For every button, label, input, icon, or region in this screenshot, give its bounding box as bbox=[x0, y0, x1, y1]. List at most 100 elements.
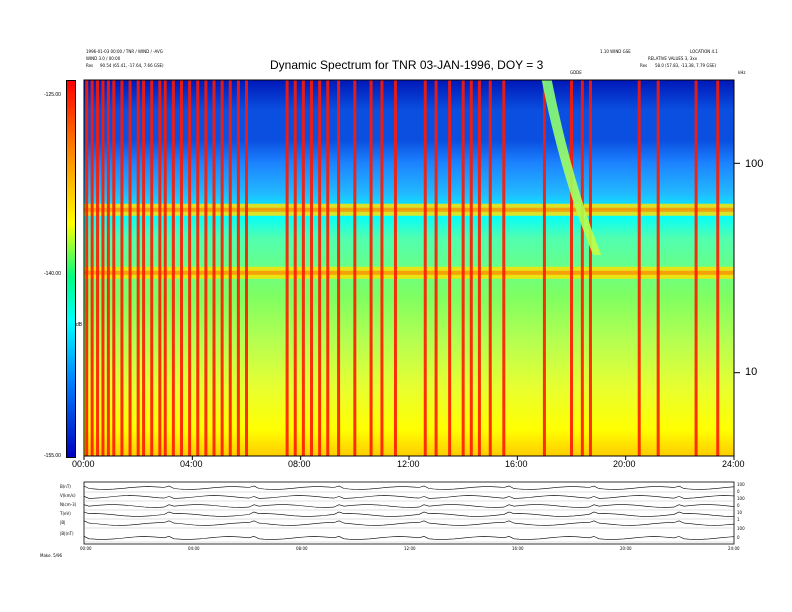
panel-footer: Make. 5/96 bbox=[40, 553, 63, 558]
header-right-line1: 1.10 WIND GSE bbox=[600, 49, 631, 54]
burst-26 bbox=[310, 80, 313, 456]
burst-7 bbox=[128, 80, 132, 456]
burst-38 bbox=[469, 80, 473, 456]
burst-46 bbox=[637, 80, 641, 456]
burst-35 bbox=[434, 80, 438, 456]
burst-34 bbox=[423, 80, 427, 456]
burst-29 bbox=[337, 80, 341, 456]
colorbar-tick-top: -125.00 bbox=[44, 92, 61, 98]
plasma-band-core-0 bbox=[84, 207, 734, 212]
y-tick-label-100: 100 bbox=[745, 158, 764, 170]
burst-0 bbox=[85, 80, 89, 456]
header-center-small: GDDE bbox=[570, 70, 582, 75]
header-right-line2: LOCATION 4.1 bbox=[690, 49, 718, 54]
burst-42 bbox=[542, 80, 546, 456]
header-right-res-value: 58.0 (57.83, -13.38, 7.79 GSE) bbox=[655, 63, 717, 68]
colorbar-tick-bottom: -155.00 bbox=[44, 453, 61, 459]
burst-40 bbox=[488, 80, 492, 456]
x-tick-label-0: 00:00 bbox=[72, 459, 95, 469]
burst-4 bbox=[106, 80, 110, 456]
header-left-res-value: 90.54 (65.41, -17.64, 7.66 GSE) bbox=[100, 63, 164, 68]
panel-label-5: |B|(nT) bbox=[60, 531, 74, 536]
burst-39 bbox=[477, 80, 481, 456]
burst-32 bbox=[380, 80, 384, 456]
header-right-line3: RELATIVE VALUES 3, 3xx bbox=[648, 56, 698, 61]
burst-16 bbox=[196, 80, 200, 456]
burst-10 bbox=[150, 80, 154, 456]
panel-x-tick-2: 08:00 bbox=[296, 546, 308, 551]
panel-right-value-7: 0 bbox=[737, 535, 740, 540]
burst-47 bbox=[656, 80, 660, 456]
panel-trace-2 bbox=[83, 504, 735, 508]
burst-45 bbox=[588, 80, 592, 456]
burst-31 bbox=[369, 80, 373, 456]
burst-9 bbox=[142, 80, 146, 456]
panel-x-tick-0: 00:00 bbox=[80, 546, 92, 551]
type-iii-burst bbox=[541, 80, 602, 255]
burst-23 bbox=[285, 80, 289, 456]
panel-right-value-1: 0 bbox=[737, 489, 740, 494]
panel-x-tick-5: 20:00 bbox=[620, 546, 632, 551]
panel-x-tick-6: 24:00 bbox=[728, 546, 740, 551]
burst-27 bbox=[318, 80, 322, 456]
burst-41 bbox=[502, 80, 506, 456]
burst-8 bbox=[136, 80, 140, 456]
header-left-line2: WIND 3.0 / 00:00 bbox=[86, 56, 121, 61]
khz-unit-label: kHz bbox=[738, 70, 746, 75]
x-tick-label-6: 24:00 bbox=[722, 459, 745, 469]
burst-11 bbox=[158, 80, 162, 456]
burst-5 bbox=[112, 80, 116, 456]
burst-18 bbox=[212, 80, 216, 456]
panel-trace-3 bbox=[83, 511, 734, 517]
panel-x-tick-3: 12:00 bbox=[404, 546, 416, 551]
burst-14 bbox=[180, 80, 183, 456]
panel-label-3: T(eV) bbox=[60, 511, 71, 516]
x-tick-label-5: 20:00 bbox=[613, 459, 636, 469]
header-left-line1: 1996-01-03 00:00 / TNR / WIND / -AVG bbox=[86, 49, 163, 54]
panel-right-value-4: 10 bbox=[737, 510, 743, 515]
burst-24 bbox=[293, 80, 297, 456]
burst-22 bbox=[245, 80, 248, 456]
burst-25 bbox=[301, 80, 305, 456]
panel-trace-5 bbox=[83, 535, 735, 540]
burst-13 bbox=[171, 80, 175, 456]
chart-title: Dynamic Spectrum for TNR 03-JAN-1996, DO… bbox=[270, 58, 544, 72]
panel-label-2: N(cm-3) bbox=[60, 502, 77, 507]
x-tick-label-3: 12:00 bbox=[397, 459, 420, 469]
panel-right-value-5: 1 bbox=[737, 517, 740, 522]
panel-x-tick-4: 16:00 bbox=[512, 546, 524, 551]
burst-48 bbox=[694, 80, 698, 456]
colorbar-unit: dB bbox=[76, 322, 83, 328]
burst-20 bbox=[228, 80, 232, 456]
x-tick-label-4: 16:00 bbox=[505, 459, 528, 469]
y-tick-label-10: 10 bbox=[745, 366, 758, 378]
header-left-res-label: Res bbox=[86, 63, 94, 68]
panel-trace-1 bbox=[83, 495, 735, 499]
panel-label-1: V(km/s) bbox=[60, 493, 76, 498]
burst-21 bbox=[236, 80, 240, 456]
plasma-band-core-1 bbox=[84, 270, 734, 275]
panel-label-4: |B| bbox=[60, 520, 66, 525]
burst-17 bbox=[204, 80, 208, 456]
burst-2 bbox=[96, 80, 100, 456]
burst-37 bbox=[461, 80, 465, 456]
burst-6 bbox=[120, 80, 124, 456]
header-right-res-label: Res bbox=[640, 63, 648, 68]
burst-28 bbox=[326, 80, 330, 456]
burst-43 bbox=[570, 80, 573, 456]
x-tick-label-2: 08:00 bbox=[288, 459, 311, 469]
burst-3 bbox=[101, 80, 105, 456]
panels-frame bbox=[83, 481, 735, 545]
burst-49 bbox=[716, 80, 720, 456]
panel-right-value-3: 0 bbox=[737, 503, 740, 508]
burst-30 bbox=[353, 80, 357, 456]
burst-33 bbox=[393, 80, 397, 456]
burst-1 bbox=[90, 80, 94, 456]
panel-right-value-0: 100 bbox=[737, 482, 745, 487]
colorbar bbox=[66, 80, 76, 458]
burst-44 bbox=[580, 80, 584, 456]
burst-12 bbox=[163, 80, 167, 456]
colorbar-tick-mid: -140.00 bbox=[44, 271, 61, 277]
